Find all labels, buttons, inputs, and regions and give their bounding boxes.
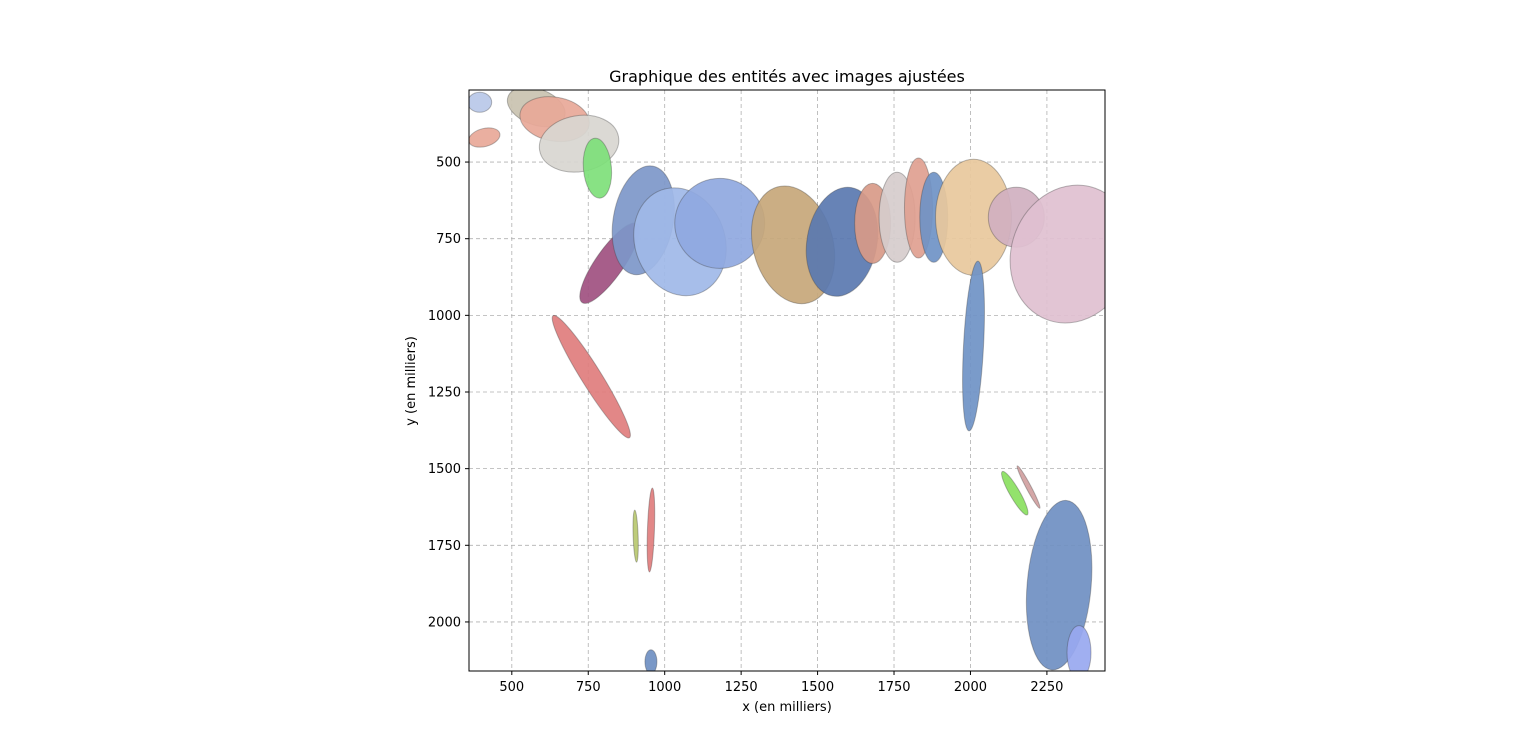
- x-tick-label: 1500: [801, 680, 834, 695]
- grid: [469, 90, 1105, 671]
- y-tick-label: 2000: [428, 615, 461, 630]
- entity-image: [1066, 625, 1092, 671]
- y-tick-label: 750: [436, 232, 461, 247]
- entity-image: [582, 137, 613, 199]
- y-tick-label: 1250: [428, 385, 461, 400]
- x-tick-label: 2000: [954, 680, 987, 695]
- y-axis: 500 750 1000 1250 1500 1750 2000: [428, 156, 469, 630]
- entity-image: [1001, 470, 1029, 516]
- chart-title: Graphique des entités avec images ajusté…: [609, 67, 965, 86]
- entity-image: [962, 260, 985, 432]
- entity-image: [469, 127, 501, 148]
- y-tick-label: 1000: [428, 309, 461, 324]
- x-tick-label: 500: [499, 680, 524, 695]
- y-tick-label: 1500: [428, 462, 461, 477]
- entities: [469, 90, 1105, 671]
- entity-image: [551, 314, 631, 439]
- x-tick-label: 1000: [648, 680, 681, 695]
- x-tick-label: 2250: [1030, 680, 1063, 695]
- y-tick-label: 500: [436, 156, 461, 171]
- x-axis: 500 750 1000 1250 1500 1750 2000 2250: [499, 671, 1063, 695]
- entity-image: [1016, 465, 1041, 509]
- entity-image: [644, 649, 658, 671]
- x-tick-label: 750: [576, 680, 601, 695]
- entity-image: [469, 91, 493, 113]
- plot-frame: [468, 89, 1106, 672]
- x-tick-label: 1750: [877, 680, 910, 695]
- x-axis-label: x (en milliers): [742, 700, 832, 715]
- entity-image: [632, 509, 639, 563]
- entity-image: [1009, 184, 1105, 324]
- entity-image: [646, 487, 656, 573]
- y-tick-label: 1750: [428, 539, 461, 554]
- x-tick-label: 1250: [725, 680, 758, 695]
- y-axis-label: y (en milliers): [404, 336, 419, 426]
